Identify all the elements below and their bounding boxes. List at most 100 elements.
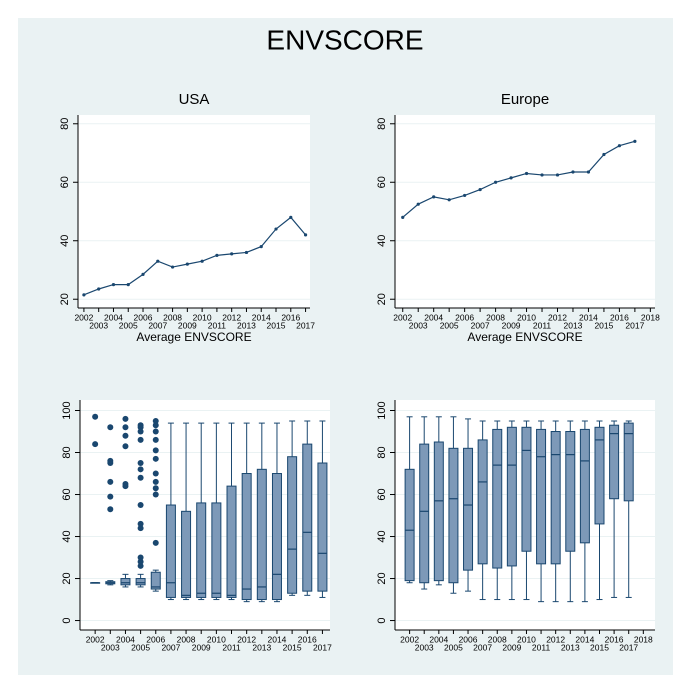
outlier [107, 457, 114, 464]
y-tick-label: 100 [61, 401, 73, 419]
point [586, 170, 591, 174]
x-tick-label: 2015 [283, 642, 302, 652]
outlier [107, 506, 114, 513]
outlier [152, 428, 159, 435]
outlier [122, 443, 129, 450]
y-tick-label: 20 [61, 572, 73, 584]
y-tick-label: 80 [376, 446, 388, 458]
outlier [122, 424, 129, 431]
outlier [122, 432, 129, 439]
point [82, 293, 86, 297]
x-tick-label: 2003 [409, 320, 428, 330]
outlier [137, 525, 144, 532]
point [289, 215, 293, 219]
x-tick-label: 2006 [134, 312, 153, 322]
point [478, 187, 482, 192]
x-tick-label: 2011 [532, 642, 551, 652]
box [120, 578, 131, 586]
x-axis-label: Average ENVSCORE [467, 330, 582, 344]
x-tick-label: 2003 [415, 642, 434, 652]
y-tick-label: 100 [376, 401, 388, 419]
x-tick-label: 2004 [424, 312, 443, 322]
y-tick-label: 20 [376, 293, 388, 305]
x-tick-label: 2016 [610, 312, 629, 322]
point [633, 139, 637, 143]
x-tick-label: 2003 [101, 642, 120, 652]
x-tick-label: 2009 [502, 642, 521, 652]
point [432, 195, 436, 199]
y-tick-label: 60 [376, 176, 388, 188]
point [509, 176, 513, 180]
x-tick-label: 2011 [208, 320, 227, 330]
x-tick-label: 2002 [86, 634, 105, 644]
series-line [402, 140, 636, 218]
box [196, 502, 207, 598]
x-tick-label: 2009 [192, 642, 211, 652]
outlier [152, 422, 159, 429]
x-tick-label: 2005 [119, 320, 138, 330]
point [602, 152, 606, 157]
box [404, 468, 415, 582]
point [493, 180, 498, 184]
box [477, 439, 488, 565]
x-axis-label: Average ENVSCORE [136, 330, 251, 344]
x-tick-label: 2008 [177, 634, 196, 644]
x-tick-label: 2002 [393, 312, 412, 322]
y-tick-label: 60 [61, 488, 73, 500]
box [256, 468, 267, 601]
outlier [137, 466, 144, 473]
point [230, 252, 234, 256]
box [550, 431, 561, 565]
outlier [137, 502, 144, 509]
x-tick-label: 2014 [252, 312, 271, 322]
x-tick-label: 2008 [488, 634, 507, 644]
x-tick-label: 2015 [594, 320, 613, 330]
x-tick-label: 2005 [444, 642, 463, 652]
box [150, 571, 161, 590]
outlier [152, 485, 159, 492]
outlier [137, 436, 144, 443]
y-tick-label: 60 [59, 176, 71, 188]
box [226, 485, 237, 598]
outlier [122, 481, 129, 488]
point [259, 244, 263, 249]
box [506, 426, 517, 567]
x-tick-label: 2007 [473, 642, 492, 652]
point [126, 283, 130, 287]
box [623, 422, 634, 502]
point [617, 144, 622, 148]
outlier [107, 478, 114, 485]
point [401, 215, 405, 219]
x-tick-label: 2009 [502, 320, 521, 330]
outlier [152, 491, 159, 498]
x-tick-label: 2004 [104, 312, 123, 322]
outlier [122, 415, 129, 422]
point [416, 202, 420, 206]
y-tick-label: 40 [376, 530, 388, 542]
panel-title: USA [179, 91, 210, 108]
point [524, 171, 529, 176]
x-tick-label: 2017 [313, 642, 332, 652]
x-tick-label: 2017 [619, 642, 638, 652]
outlier [137, 428, 144, 435]
x-tick-label: 2016 [605, 634, 624, 644]
x-tick-label: 2015 [267, 320, 286, 330]
plot-area [78, 115, 310, 308]
box [433, 441, 444, 582]
outlier [137, 460, 144, 467]
outlier [152, 455, 159, 462]
y-tick-label: 80 [376, 118, 388, 130]
x-tick-label: 2005 [131, 642, 150, 652]
outlier [92, 441, 99, 448]
box [492, 428, 503, 569]
x-tick-label: 2010 [517, 634, 536, 644]
box [211, 502, 222, 598]
outlier [92, 413, 99, 420]
point [141, 272, 145, 276]
outlier [137, 558, 144, 565]
x-tick-label: 2013 [564, 320, 583, 330]
x-tick-label: 2006 [146, 634, 165, 644]
y-tick-label: 0 [376, 617, 388, 623]
point [540, 173, 544, 177]
